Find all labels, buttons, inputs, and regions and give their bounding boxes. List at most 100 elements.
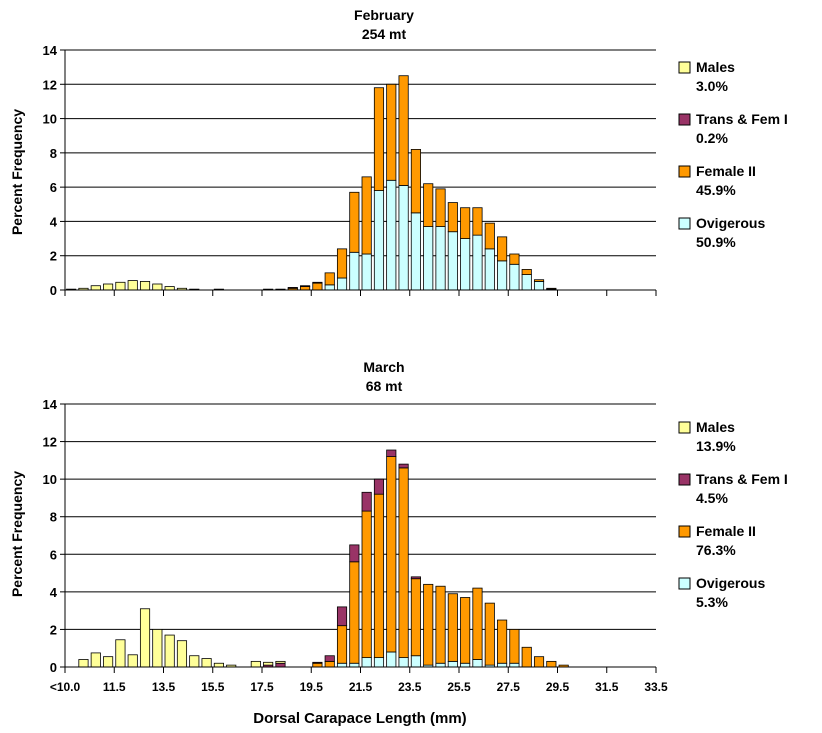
- x-tick-label: 23.5: [398, 680, 422, 694]
- x-tick-label: 27.5: [497, 680, 521, 694]
- legend-swatch: [678, 421, 691, 434]
- february-chart: February 254 mt Percent Frequency 0 2 4 6 8 1…: [9, 7, 788, 298]
- bar-segment-female-ii: [460, 207, 471, 239]
- bar-segment-female-ii: [398, 75, 409, 186]
- bar-segment-female-ii: [497, 236, 508, 262]
- bar-segment-males: [152, 629, 163, 668]
- legend-label: Ovigerous: [696, 575, 765, 591]
- legend-swatch: [678, 473, 691, 486]
- y-tick-label: 6: [50, 180, 57, 195]
- bar-segment-ovigerous: [509, 263, 520, 291]
- y-tick-label: 0: [50, 283, 57, 298]
- bar-segment-female-ii: [447, 593, 458, 662]
- y-tick-label: 6: [50, 547, 57, 562]
- bar-segment-female-ii: [349, 191, 360, 253]
- bar-segment-female-ii: [410, 578, 421, 657]
- bar-segment-female-ii: [361, 510, 372, 659]
- bar-segment-ovigerous: [410, 655, 421, 668]
- legend-swatch: [678, 217, 691, 230]
- y-tick-label: 8: [50, 146, 57, 161]
- bar-segment-ovigerous: [336, 277, 348, 291]
- bar-segment-female-ii: [398, 467, 409, 659]
- bar-segment-ovigerous: [435, 226, 446, 291]
- bar-segment-ovigerous: [386, 651, 397, 668]
- y-tick-label: 12: [43, 77, 57, 92]
- bar-segment-males: [176, 640, 188, 668]
- x-tick-label: 29.5: [546, 680, 570, 694]
- bar-segment-males: [201, 658, 212, 668]
- bar-segment-ovigerous: [447, 231, 458, 291]
- x-tick-label: 13.5: [152, 680, 176, 694]
- bar-segment-trans-fem-i: [324, 655, 335, 662]
- x-tick-label: <10.0: [50, 680, 81, 694]
- bar-segment-female-ii: [435, 585, 446, 664]
- february-chart-subtitle: 254 mt: [362, 26, 407, 42]
- march-y-axis-label: Percent Frequency: [9, 471, 25, 597]
- bar-segment-trans-fem-i: [410, 576, 421, 580]
- bar-segment-ovigerous: [423, 226, 434, 291]
- bar-segment-ovigerous: [533, 281, 545, 291]
- legend-label: Ovigerous: [696, 215, 765, 231]
- bar-segment-female-ii: [300, 286, 311, 291]
- legend-label: Males: [696, 419, 735, 435]
- bar-segment-ovigerous: [373, 190, 385, 291]
- bar-segment-ovigerous: [398, 185, 409, 291]
- bar-segment-female-ii: [533, 279, 545, 282]
- bar-segment-ovigerous: [349, 251, 360, 291]
- bar-segment-female-ii: [521, 269, 532, 275]
- legend-swatch: [678, 61, 691, 74]
- bar-segment-trans-fem-i: [300, 285, 311, 287]
- y-tick-label: 2: [50, 249, 57, 264]
- bar-segment-ovigerous: [435, 662, 446, 668]
- bar-segment-female-ii: [484, 602, 495, 666]
- bar-segment-males: [189, 655, 200, 668]
- y-tick-label: 10: [43, 112, 57, 127]
- y-tick-label: 14: [43, 43, 58, 58]
- bar-segment-ovigerous: [336, 662, 348, 668]
- bar-segment-female-ii: [546, 660, 557, 668]
- bar-segment-ovigerous: [410, 212, 421, 291]
- bar-segment-trans-fem-i: [373, 478, 385, 495]
- bar-segment-ovigerous: [398, 657, 409, 668]
- legend-percent: 50.9%: [696, 234, 736, 250]
- bar-segment-female-ii: [497, 619, 508, 664]
- bar-segment-ovigerous: [497, 662, 508, 668]
- bar-segment-trans-fem-i: [361, 491, 372, 512]
- legend-percent: 76.3%: [696, 542, 736, 558]
- x-tick-label: 19.5: [300, 680, 324, 694]
- bar-segment-female-ii: [312, 662, 323, 668]
- x-tick-label: 25.5: [447, 680, 471, 694]
- legend-label: Trans & Fem I: [696, 471, 788, 487]
- bar-segment-female-ii: [324, 272, 335, 286]
- bar-segment-female-ii: [361, 176, 372, 255]
- bar-segment-female-ii: [410, 149, 421, 214]
- bar-segment-ovigerous: [447, 660, 458, 668]
- x-tick-label: 17.5: [250, 680, 274, 694]
- bar-segment-trans-fem-i: [349, 544, 360, 563]
- y-tick-label: 14: [43, 397, 58, 412]
- bar-segment-males: [103, 283, 114, 291]
- bar-segment-males: [139, 608, 151, 668]
- bar-segment-trans-fem-i: [275, 662, 286, 668]
- bar-segment-males: [127, 654, 138, 668]
- bar-segment-males: [164, 286, 175, 291]
- legend-percent: 13.9%: [696, 438, 736, 454]
- bar-segment-female-ii: [509, 629, 520, 664]
- bar-segment-males: [115, 281, 126, 291]
- bar-segment-female-ii: [509, 253, 520, 265]
- legend-swatch: [678, 165, 691, 178]
- bar-segment-female-ii: [521, 646, 532, 668]
- bar-segment-ovigerous: [373, 657, 385, 668]
- x-axis-label: Dorsal Carapace Length (mm): [253, 710, 466, 727]
- y-tick-label: 8: [50, 510, 57, 525]
- bar-segment-males: [275, 660, 286, 664]
- bar-segment-ovigerous: [472, 234, 483, 291]
- x-tick-label: 31.5: [595, 680, 619, 694]
- bar-segment-female-ii: [336, 248, 348, 279]
- x-tick-label: 11.5: [103, 680, 126, 694]
- bar-segment-males: [78, 659, 89, 668]
- legend-label: Female II: [696, 163, 756, 179]
- bar-segment-males: [103, 656, 114, 668]
- legend-swatch: [678, 525, 691, 538]
- bar-segment-female-ii: [423, 183, 434, 227]
